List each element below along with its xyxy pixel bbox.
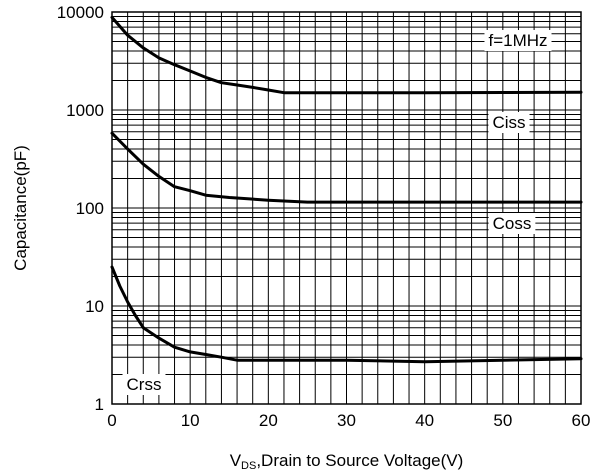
x-tick-label: 20 [259, 411, 278, 430]
frequency-annotation: f=1MHz [488, 31, 547, 50]
series-label-coss-background [488, 213, 536, 234]
x-axis-title-subscript: DS [241, 460, 256, 472]
x-tick-label: 30 [337, 411, 356, 430]
y-axis-title: Capacitance(pF) [11, 145, 30, 271]
x-tick-label: 60 [572, 411, 591, 430]
series-label-crss-background [122, 374, 166, 395]
series-label-coss: Coss [493, 214, 532, 233]
series-label-ciss-background [488, 112, 530, 133]
x-tick-label: 10 [181, 411, 200, 430]
plot-frame [111, 11, 582, 405]
grid-layer [111, 12, 582, 405]
tick-label-layer: 0 10 20 30 40 50 60 1 10 100 1000 10000 [57, 3, 591, 430]
y-tick-label: 10000 [57, 3, 104, 22]
series-line-ciss [110, 15, 583, 95]
x-axis-title: VDS,Drain to Source Voltage(V) [230, 451, 464, 472]
y-tick-label: 100 [76, 199, 104, 218]
frequency-annotation-background [484, 30, 552, 51]
y-tick-label: 10 [85, 297, 104, 316]
y-tick-label: 1000 [66, 101, 104, 120]
y-tick-label: 1 [95, 395, 104, 414]
x-tick-label: 50 [493, 411, 512, 430]
x-tick-label: 0 [107, 411, 116, 430]
series-label-ciss: Ciss [492, 113, 525, 132]
series-line-coss [110, 131, 583, 204]
curve-layer [110, 15, 583, 364]
x-axis-title-prefix: V [230, 451, 242, 470]
x-tick-label: 40 [415, 411, 434, 430]
label-layer: f=1MHz Ciss Coss Crss [122, 30, 552, 395]
series-line-crss [110, 265, 583, 364]
x-axis-title-rest: ,Drain to Source Voltage(V) [256, 451, 463, 470]
series-label-crss: Crss [127, 375, 162, 394]
